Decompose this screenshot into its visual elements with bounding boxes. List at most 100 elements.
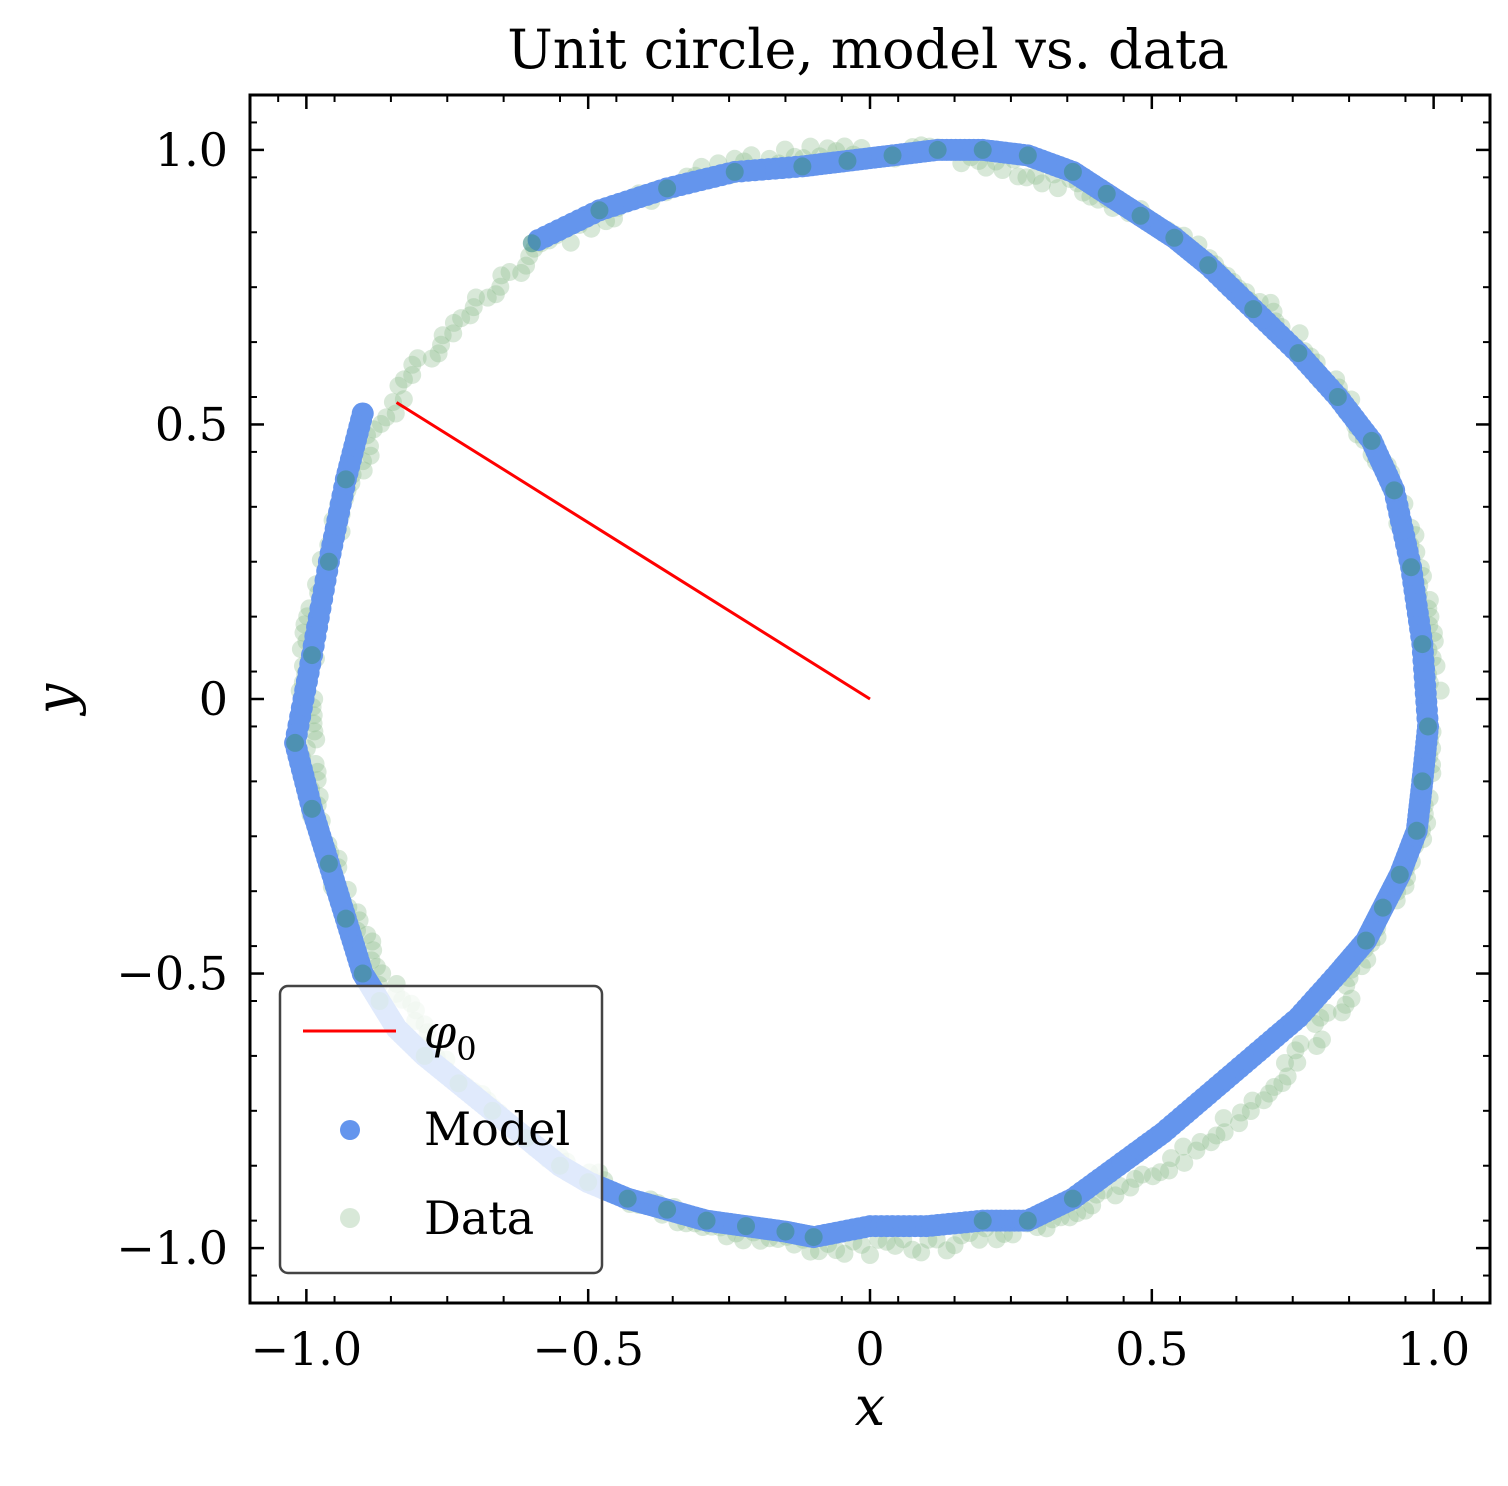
legend-box (278, 984, 604, 1275)
data-point (1275, 1053, 1294, 1072)
y-axis-label: y (24, 682, 87, 716)
data-point (1273, 1074, 1292, 1093)
data-point (1342, 989, 1361, 1008)
overlap-point (1407, 821, 1426, 840)
data-point (776, 140, 795, 159)
overlap-point (286, 733, 305, 752)
x-tick-label: 1.0 (1397, 1322, 1470, 1376)
data-point (1187, 1141, 1206, 1160)
legend-phi-symbol: φ (424, 1005, 457, 1059)
y-tick-label: −1.0 (116, 1221, 228, 1275)
overlap-point (1357, 931, 1375, 950)
overlap-point (336, 470, 355, 489)
overlap-point (838, 151, 857, 170)
overlap-point (1018, 1211, 1037, 1230)
overlap-point (1328, 388, 1347, 406)
overlap-point (1244, 300, 1263, 319)
data-point (1143, 1167, 1162, 1186)
data-point (1318, 1003, 1337, 1022)
data-point (432, 335, 451, 354)
data-point (1133, 1165, 1152, 1184)
data-point (1202, 1133, 1221, 1152)
legend-model-label: Model (424, 1102, 570, 1156)
data-point (1332, 1003, 1351, 1022)
overlap-point (590, 201, 609, 220)
data-point (1032, 174, 1051, 193)
data-point (861, 1246, 879, 1265)
data-point (1278, 1067, 1297, 1086)
overlap-point (1165, 228, 1184, 247)
data-point (364, 941, 383, 960)
data-point (461, 306, 480, 325)
data-point (403, 355, 422, 374)
data-point (1288, 1053, 1307, 1072)
data-point (444, 313, 463, 332)
data-point (408, 349, 427, 368)
legend-phi-subscript: 0 (456, 1030, 476, 1068)
data-point (403, 365, 422, 384)
overlap-point (319, 854, 338, 873)
data-point (1265, 1077, 1284, 1096)
data-point (937, 1241, 956, 1260)
overlap-point (1063, 1189, 1082, 1208)
data-point (1241, 1102, 1260, 1121)
overlap-point (1199, 256, 1218, 275)
data-point (1160, 1161, 1179, 1180)
overlap-point (1362, 431, 1381, 450)
overlap-point (928, 140, 947, 159)
overlap-point (1390, 865, 1409, 884)
data-point (1174, 1137, 1193, 1156)
overlap-point (303, 646, 321, 665)
legend: φ0 Model Data (278, 984, 604, 1275)
data-point (386, 404, 405, 423)
overlap-point (697, 1211, 716, 1230)
data-point (1175, 1153, 1194, 1172)
y-tick-label: 0.5 (155, 397, 228, 451)
overlap-point (353, 964, 372, 983)
overlap-point (303, 799, 321, 818)
data-point (1307, 1036, 1326, 1055)
data-point (1191, 1132, 1210, 1151)
data-point (852, 1235, 871, 1254)
overlap-point (804, 1228, 823, 1247)
overlap-point (1097, 184, 1116, 203)
data-point (307, 730, 326, 749)
data-point (877, 1232, 896, 1251)
legend-data-swatch (340, 1208, 360, 1228)
x-tick-label: −1.0 (251, 1322, 363, 1376)
overlap-point (1063, 162, 1082, 181)
data-point (987, 1230, 1006, 1249)
overlap-point (618, 1189, 637, 1208)
phi-line (395, 401, 871, 701)
x-tick-label: 0.5 (1115, 1322, 1188, 1376)
overlap-point (973, 140, 992, 159)
data-point (429, 344, 448, 363)
data-point (464, 298, 483, 317)
x-tick-label: −0.5 (532, 1322, 644, 1376)
data-point (491, 277, 510, 296)
data-point (383, 393, 402, 412)
data-point (1254, 1091, 1273, 1110)
overlap-point (973, 1211, 992, 1230)
data-point (1243, 1091, 1262, 1110)
overlap-point (1385, 481, 1404, 500)
overlap-point (1289, 344, 1308, 363)
overlap-point (776, 1222, 795, 1241)
legend-data-label: Data (424, 1191, 534, 1245)
data-point (1121, 1178, 1140, 1197)
overlap-point (336, 909, 355, 928)
data-point (903, 1240, 922, 1259)
chart-title: Unit circle, model vs. data (507, 18, 1228, 81)
phi-line-layer (395, 401, 871, 701)
data-point (1312, 1030, 1331, 1049)
data-point (835, 1244, 854, 1263)
overlap-point (522, 234, 541, 253)
overlap-point (658, 179, 677, 198)
data-point (1231, 1103, 1250, 1122)
data-point (1291, 1034, 1310, 1053)
data-point (1111, 1177, 1130, 1196)
data-point (512, 263, 531, 282)
data-point (389, 376, 408, 395)
data-point (801, 137, 820, 156)
data-point (1207, 1126, 1226, 1145)
